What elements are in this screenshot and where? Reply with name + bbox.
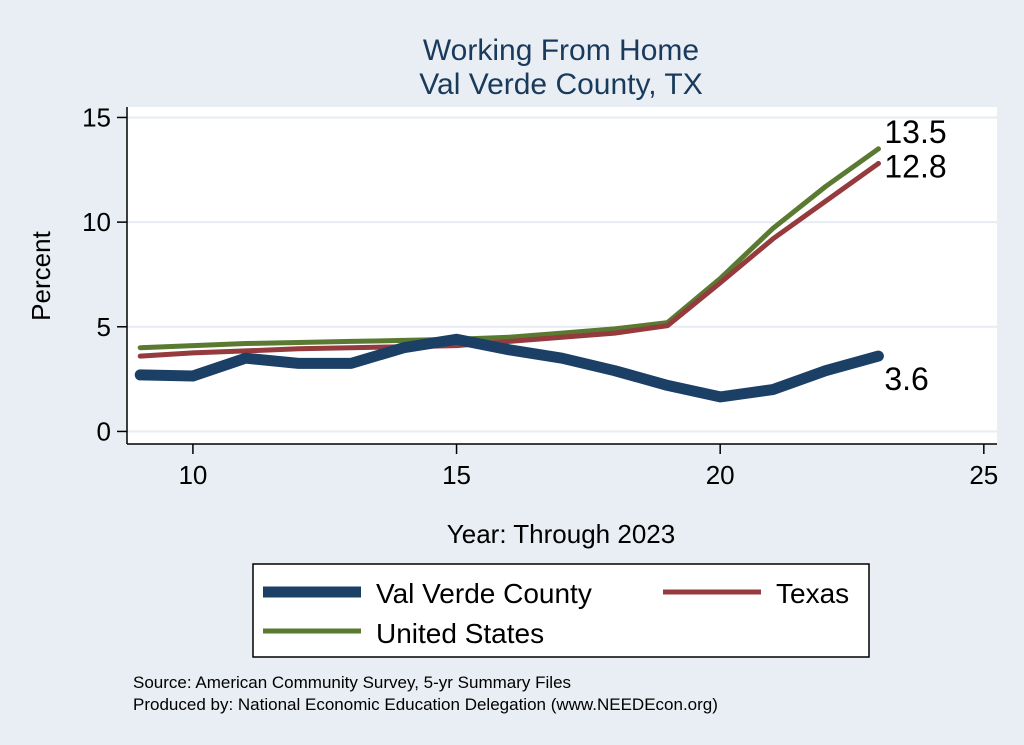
series-end-point-united-states bbox=[875, 146, 881, 152]
y-tick-label-0: 0 bbox=[97, 416, 111, 446]
axis-ticks: 0 5 10 15 10 15 20 25 bbox=[82, 102, 998, 490]
legend-label-united-states: United States bbox=[376, 618, 544, 649]
series-end-point-texas bbox=[875, 161, 881, 167]
x-axis-title: Year: Through 2023 bbox=[447, 519, 675, 549]
x-tick-label-10: 10 bbox=[178, 460, 207, 490]
plot-area bbox=[127, 107, 997, 444]
series-end-point-val-verde-county bbox=[874, 352, 883, 361]
x-tick-label-25: 25 bbox=[969, 460, 998, 490]
series-line-united-states bbox=[137, 146, 881, 351]
end-label-texas: 12.8 bbox=[884, 149, 946, 185]
producer-note: Produced by: National Economic Education… bbox=[133, 695, 718, 714]
chart-title-line-2: Val Verde County, TX bbox=[419, 68, 703, 101]
y-tick-label-10: 10 bbox=[82, 207, 111, 237]
legend-label-texas: Texas bbox=[776, 578, 849, 609]
y-tick-label-5: 5 bbox=[97, 312, 111, 342]
chart-title-line-1: Working From Home bbox=[423, 34, 699, 67]
gridlines bbox=[127, 116, 997, 433]
legend-label-val-verde-county: Val Verde County bbox=[376, 578, 592, 609]
legend-box bbox=[252, 563, 870, 658]
x-tick-label-20: 20 bbox=[706, 460, 735, 490]
series-lines bbox=[134, 146, 884, 403]
end-label-val-verde-county: 3.6 bbox=[884, 361, 928, 397]
series-line-texas bbox=[137, 161, 881, 359]
legend: Val Verde County Texas United States bbox=[252, 563, 870, 658]
end-label-united-states: 13.5 bbox=[884, 114, 946, 150]
x-tick-label-15: 15 bbox=[442, 460, 471, 490]
y-tick-label-15: 15 bbox=[82, 102, 111, 132]
source-note: Source: American Community Survey, 5-yr … bbox=[133, 673, 571, 692]
y-axis-title: Percent bbox=[26, 230, 56, 320]
end-labels: 3.6 12.813.5 bbox=[884, 114, 946, 397]
series-line-val-verde-county bbox=[134, 333, 884, 403]
